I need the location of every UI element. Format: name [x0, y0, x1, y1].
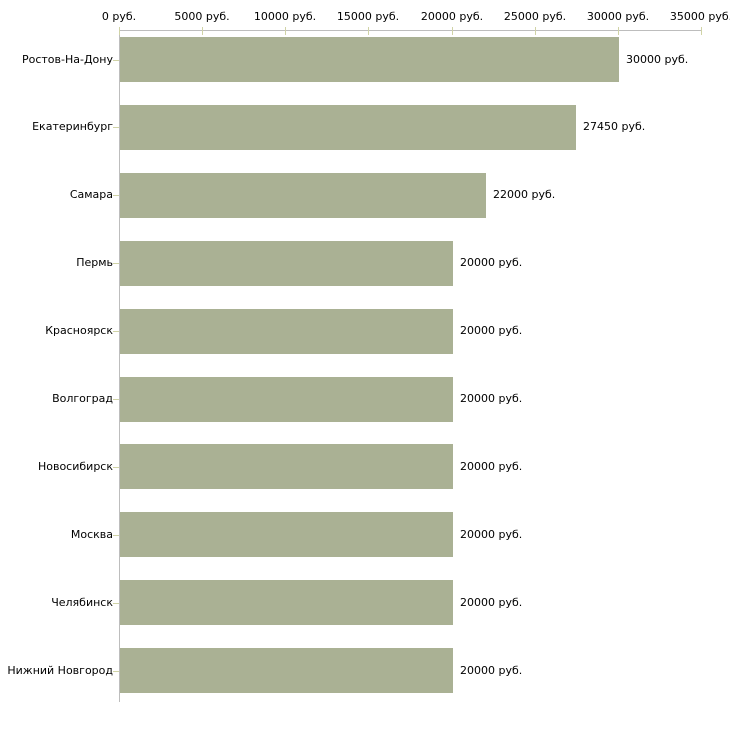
bar [120, 241, 453, 286]
x-axis-tick [202, 27, 203, 35]
category-label: Волгоград [52, 392, 113, 405]
x-axis-tick [368, 27, 369, 35]
bar [120, 173, 486, 218]
x-axis-line [119, 30, 702, 31]
category-label: Самара [69, 188, 113, 201]
x-axis-tick [452, 27, 453, 35]
category-label: Пермь [76, 256, 113, 269]
x-axis-tick-label: 5000 руб. [174, 10, 230, 23]
x-axis-tick-label: 10000 руб. [253, 10, 317, 23]
bar [120, 309, 453, 354]
x-axis-tick-label: 30000 руб. [586, 10, 650, 23]
x-axis-tick-label: 20000 руб. [420, 10, 484, 23]
category-tick [113, 535, 119, 536]
value-label: 20000 руб. [460, 324, 523, 337]
bar [120, 648, 453, 693]
x-axis-tick [701, 27, 702, 35]
category-label: Нижний Новгород [7, 664, 113, 677]
category-tick [113, 467, 119, 468]
category-label: Челябинск [51, 596, 113, 609]
value-label: 22000 руб. [493, 188, 556, 201]
bar [120, 512, 453, 557]
category-label: Ростов-На-Дону [21, 53, 113, 66]
category-label: Новосибирск [37, 460, 113, 473]
y-axis-line [119, 30, 120, 702]
category-label: Екатеринбург [32, 120, 113, 133]
bar [120, 377, 453, 422]
value-label: 30000 руб. [626, 53, 689, 66]
value-label: 20000 руб. [460, 392, 523, 405]
x-axis-tick-label: 35000 руб. [669, 10, 730, 23]
x-axis-tick-label: 25000 руб. [503, 10, 567, 23]
value-label: 27450 руб. [583, 120, 646, 133]
bar [120, 580, 453, 625]
category-tick [113, 603, 119, 604]
x-axis-tick [119, 27, 120, 35]
category-tick [113, 60, 119, 61]
category-tick [113, 195, 119, 196]
value-label: 20000 руб. [460, 528, 523, 541]
category-label: Красноярск [45, 324, 113, 337]
value-label: 20000 руб. [460, 460, 523, 473]
value-label: 20000 руб. [460, 596, 523, 609]
category-label: Москва [70, 528, 113, 541]
bar [120, 37, 619, 82]
bar [120, 105, 576, 150]
category-tick [113, 331, 119, 332]
x-axis-tick [285, 27, 286, 35]
value-label: 20000 руб. [460, 664, 523, 677]
x-axis-tick-label: 15000 руб. [336, 10, 400, 23]
category-tick [113, 671, 119, 672]
category-tick [113, 127, 119, 128]
category-tick [113, 263, 119, 264]
x-axis-tick [535, 27, 536, 35]
x-axis-tick-label: 0 руб. [101, 10, 137, 23]
value-label: 20000 руб. [460, 256, 523, 269]
bar [120, 444, 453, 489]
x-axis-tick [618, 27, 619, 35]
category-tick [113, 399, 119, 400]
